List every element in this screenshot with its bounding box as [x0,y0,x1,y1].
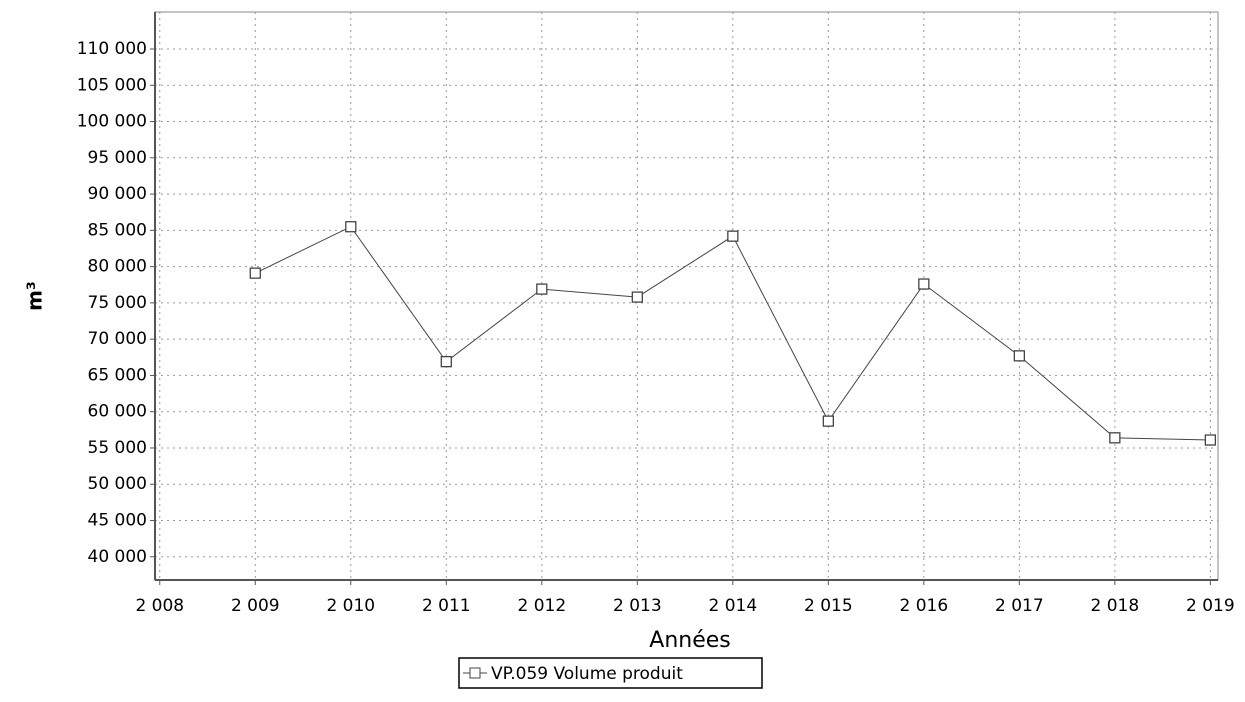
plot-area [154,11,1219,581]
point-marker [1109,432,1121,444]
y-tick-label: 95 000 [88,148,147,168]
x-tick-label: 2 016 [900,596,949,616]
point-marker [631,291,643,303]
point-marker [1013,350,1025,362]
point-marker [918,278,930,290]
x-tick-label: 2 019 [1186,596,1235,616]
x-tick-label: 2 008 [135,596,184,616]
legend-box [458,657,763,689]
point-marker [822,415,834,427]
point-marker [1204,434,1217,446]
x-tick-label: 2 018 [1091,596,1140,616]
y-tick-label: 55 000 [88,438,147,458]
y-tick-label: 90 000 [88,184,147,204]
y-tick-label: 50 000 [88,474,147,494]
x-tick-label: 2 017 [995,596,1044,616]
y-tick-label: 100 000 [77,112,147,132]
point-marker [249,267,261,279]
x-tick-label: 2 010 [326,596,375,616]
x-tick-label: 2 014 [708,596,757,616]
y-tick-label: 40 000 [88,547,147,567]
x-tick-label: 2 012 [517,596,566,616]
legend-marker [469,667,481,679]
y-axis-label: m³ [23,281,47,311]
point-marker [727,230,739,242]
point-marker [440,356,452,368]
y-tick-label: 110 000 [77,39,147,59]
y-tick-label: 65 000 [88,365,147,385]
legend-label: VP.059 Volume produit [491,664,683,684]
point-marker [345,221,357,233]
y-tick-label: 105 000 [77,75,147,95]
x-axis-label: Années [649,628,730,653]
y-tick-label: 85 000 [88,220,147,240]
y-tick-label: 70 000 [88,329,147,349]
y-tick-label: 80 000 [88,257,147,277]
x-tick-label: 2 011 [422,596,471,616]
x-tick-label: 2 015 [804,596,853,616]
x-tick-label: 2 013 [613,596,662,616]
y-tick-label: 45 000 [88,511,147,531]
y-tick-label: 60 000 [88,402,147,422]
point-marker [536,283,548,295]
x-tick-label: 2 009 [231,596,280,616]
y-tick-label: 75 000 [88,293,147,313]
